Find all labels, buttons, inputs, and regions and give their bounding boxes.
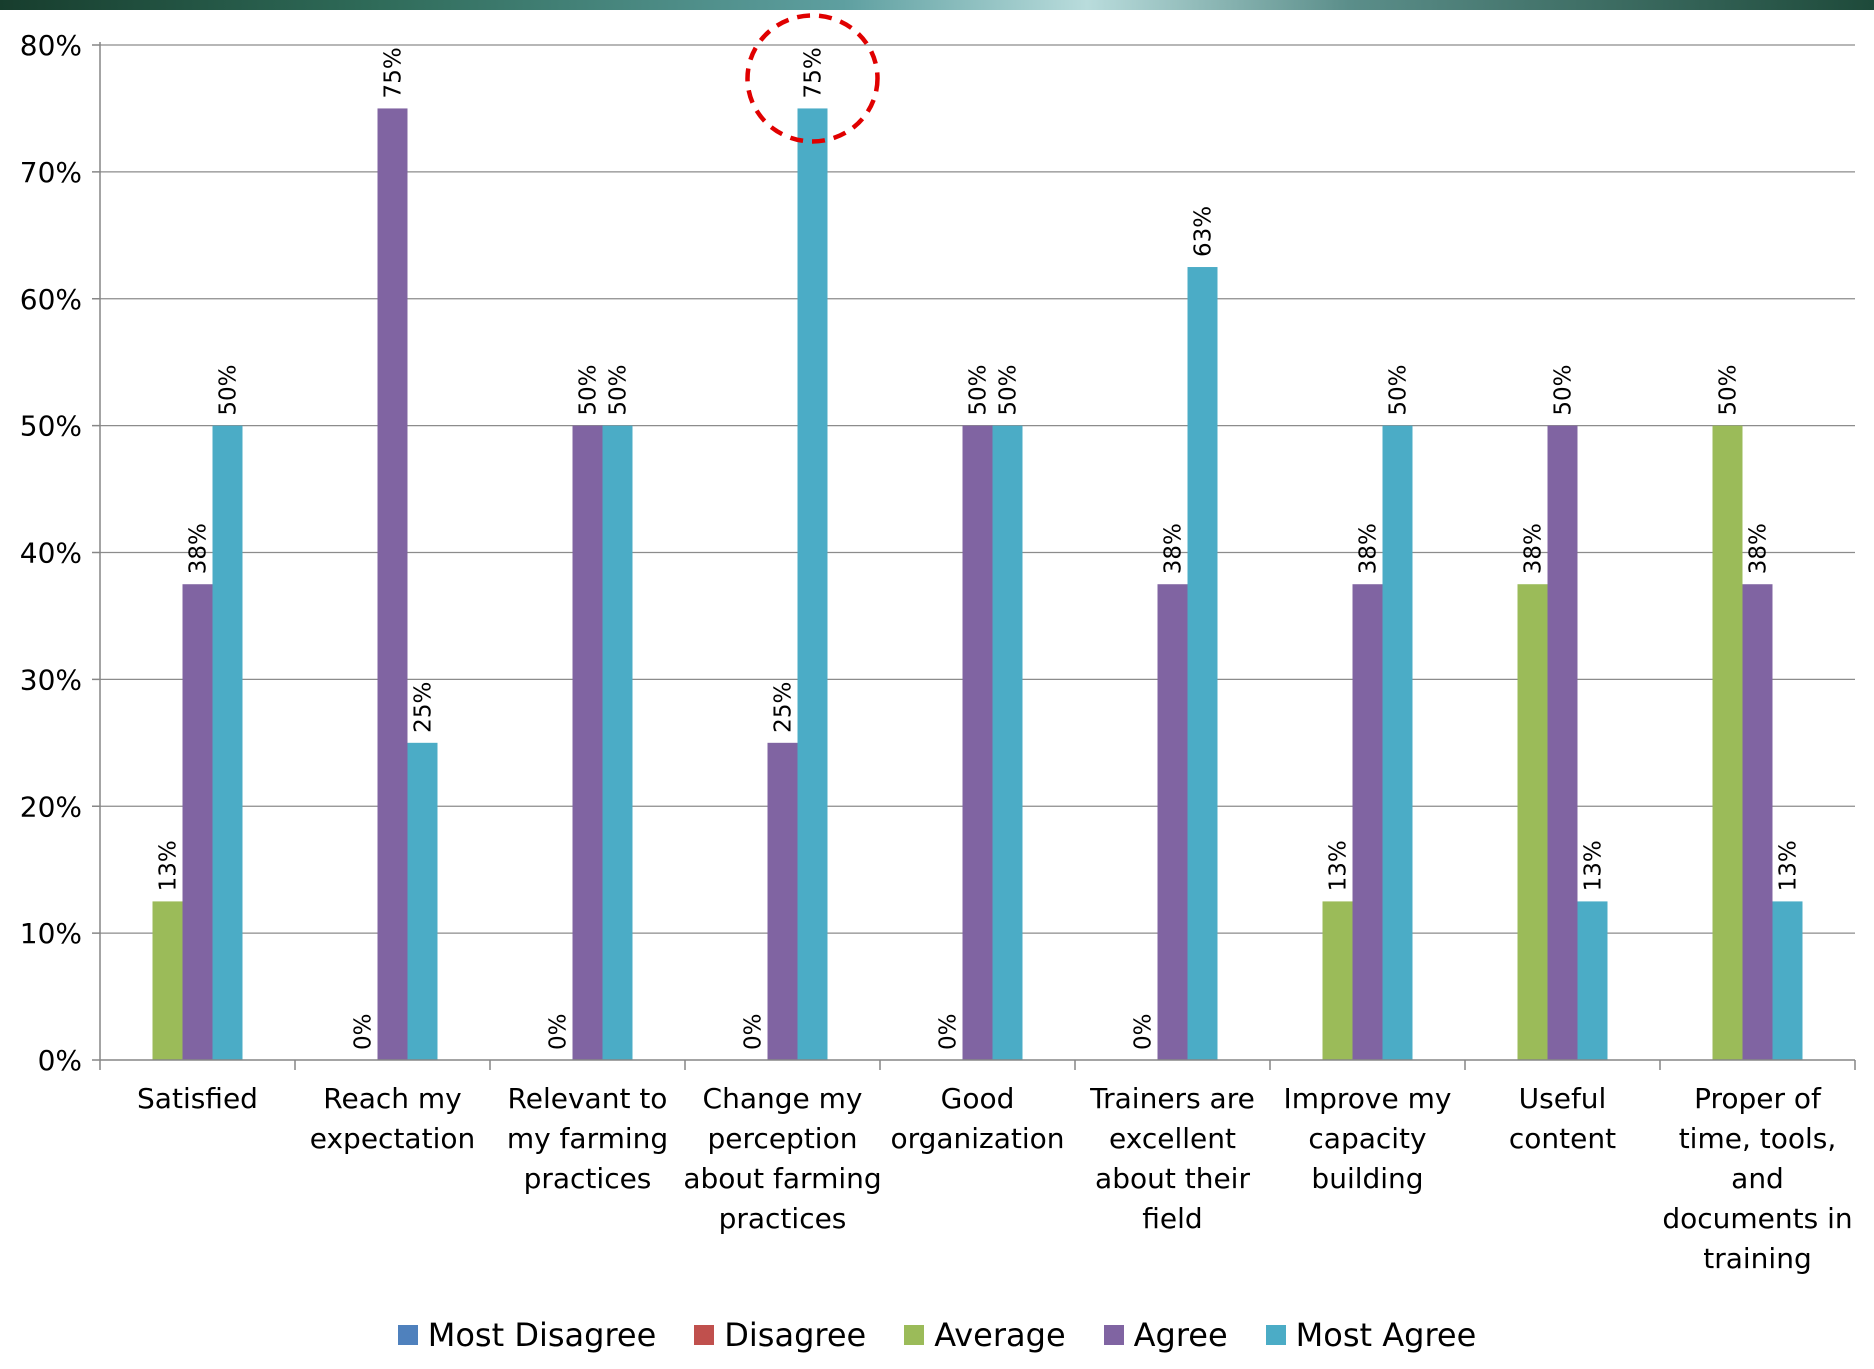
data-label: 50% [966, 365, 992, 416]
x-category-label: Trainers are excellent about their field [1089, 1082, 1255, 1235]
top-banner [0, 0, 1874, 10]
bar [1352, 584, 1383, 1060]
legend-swatch [397, 1325, 418, 1345]
bars [152, 108, 1803, 1060]
y-tick-label: 10% [20, 917, 82, 950]
bar [182, 584, 213, 1060]
legend-item: Average [904, 1316, 1066, 1354]
bar [1547, 425, 1578, 1060]
legend-item: Most Disagree [397, 1316, 657, 1354]
data-label: 50% [576, 365, 602, 416]
data-label: 13% [1776, 840, 1802, 891]
y-tick-label: 0% [38, 1044, 82, 1077]
bar [962, 425, 993, 1060]
labels: 13% 38% 50% Satisfied 0% 75% 25% Reach my expect… [137, 47, 1853, 1275]
x-category-label: Change my perception about farming practice… [683, 1082, 881, 1235]
x-category-label: Useful content [1509, 1082, 1616, 1155]
data-label: 38% [186, 523, 212, 574]
bar [1157, 584, 1188, 1060]
data-label: 38% [1746, 523, 1772, 574]
bar [1577, 901, 1608, 1060]
bar [1742, 584, 1773, 1060]
y-tick-label: 60% [20, 283, 82, 316]
legend-label: Most Agree [1295, 1316, 1477, 1354]
x-category-label: Relevant to my farming practices [507, 1082, 668, 1195]
bar [767, 742, 798, 1060]
x-category-label: Good organization [890, 1082, 1064, 1155]
data-label: 50% [996, 365, 1022, 416]
bar [1772, 901, 1803, 1060]
legend-swatch [694, 1325, 715, 1345]
data-label: 0% [741, 1014, 767, 1051]
bar [407, 742, 438, 1060]
data-label: 38% [1161, 523, 1187, 574]
data-label: 38% [1521, 523, 1547, 574]
legend-item: Most Agree [1265, 1316, 1477, 1354]
data-label: 25% [411, 682, 437, 733]
data-label: 13% [156, 840, 182, 891]
bar [1187, 267, 1218, 1060]
data-label: 50% [1551, 365, 1577, 416]
x-category-label: Reach my expectation [310, 1082, 475, 1155]
data-label: 50% [216, 365, 242, 416]
data-label: 0% [1131, 1014, 1157, 1051]
data-label: 0% [351, 1014, 377, 1051]
data-label: 50% [606, 365, 632, 416]
legend-label: Disagree [724, 1316, 867, 1354]
data-label: 75% [381, 47, 407, 98]
y-tick-label: 20% [20, 790, 82, 823]
y-tick-label: 80% [20, 29, 82, 62]
data-label: 38% [1356, 523, 1382, 574]
x-category-label: Proper of time, tools, and documents in trai… [1662, 1082, 1852, 1275]
bar [377, 108, 408, 1060]
legend-label: Agree [1133, 1316, 1228, 1354]
data-label: 13% [1326, 840, 1352, 891]
bar [797, 108, 828, 1060]
x-category-label: Improve my capacity building [1284, 1082, 1452, 1195]
bar [1322, 901, 1353, 1060]
data-label: 63% [1191, 206, 1217, 257]
bar [212, 425, 243, 1060]
data-label: 0% [546, 1014, 572, 1051]
legend-label: Average [934, 1316, 1066, 1354]
axes: 0% 10% 20% 30% 40% 50% 60% 70% 80% [20, 29, 1856, 1077]
data-label: 50% [1716, 365, 1742, 416]
legend-swatch [904, 1325, 925, 1345]
annotations [745, 13, 880, 144]
bar [1382, 425, 1413, 1060]
highlight-circle [745, 13, 880, 144]
legend-item: Agree [1103, 1316, 1228, 1354]
x-category-label: Satisfied [137, 1082, 258, 1115]
data-label: 25% [771, 682, 797, 733]
legend-swatch [1103, 1325, 1124, 1345]
bar [1712, 425, 1743, 1060]
legend-item: Disagree [694, 1316, 866, 1354]
data-label: 50% [1386, 365, 1412, 416]
data-label: 13% [1581, 840, 1607, 891]
bar [1517, 584, 1548, 1060]
bar [992, 425, 1023, 1060]
y-tick-label: 30% [20, 663, 82, 696]
legend-swatch [1265, 1325, 1286, 1345]
data-label: 75% [801, 47, 827, 98]
legend: Most Disagree Disagree Average Agree Most Ag… [0, 1310, 1874, 1360]
data-label: 0% [936, 1014, 962, 1051]
bar [152, 901, 183, 1060]
bar [572, 425, 603, 1060]
bar [602, 425, 633, 1060]
y-tick-label: 40% [20, 537, 82, 570]
y-tick-label: 50% [20, 410, 82, 443]
y-tick-label: 70% [20, 156, 82, 189]
legend-label: Most Disagree [427, 1316, 657, 1354]
